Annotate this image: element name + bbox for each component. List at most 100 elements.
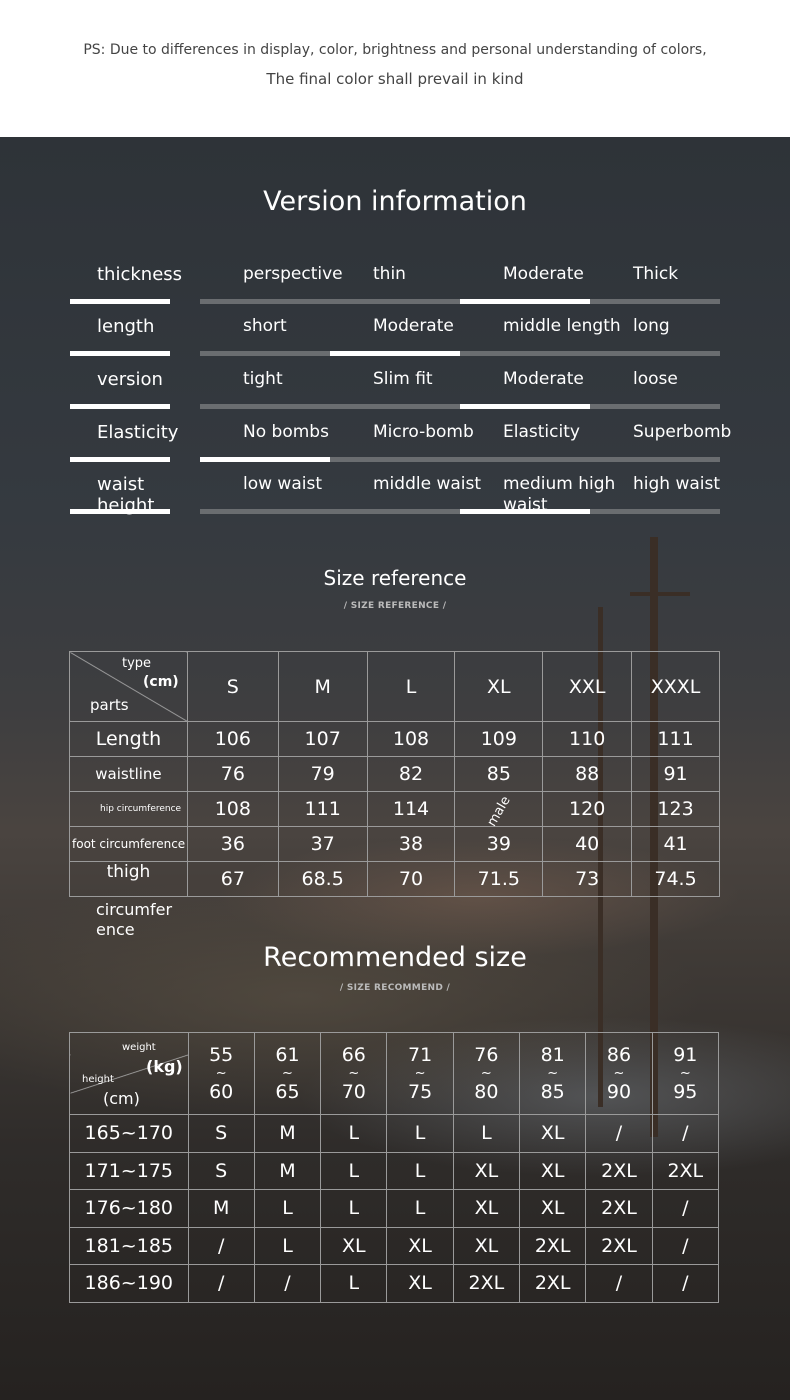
version-option: low waist — [243, 474, 322, 494]
weight-header: 55 ~60 — [187, 1032, 255, 1115]
part-label: hip circumference — [100, 804, 182, 814]
value-cell: 67 — [186, 861, 279, 897]
value-cell: 109 — [454, 721, 544, 757]
value-cell: 79 — [277, 756, 368, 792]
recommended-size-table: weight (kg) height (cm) 55 ~60 61 ~65 66 ~70 71 ~75… — [69, 1032, 720, 1303]
size-header: L — [366, 651, 456, 722]
corner-height-unit: (cm) — [103, 1089, 140, 1108]
value-cell: 76 — [186, 756, 279, 792]
size-cell: / — [187, 1264, 255, 1303]
size-cell: L — [320, 1189, 388, 1228]
tilde-separator: ~ — [215, 1065, 227, 1081]
size-cell: L — [386, 1189, 454, 1228]
version-option-bar — [590, 457, 720, 462]
value-cell: 91 — [631, 756, 720, 792]
version-label-bar — [70, 457, 170, 462]
size-cell: XL — [519, 1114, 587, 1153]
version-option: No bombs — [243, 422, 329, 442]
version-option-bar — [200, 509, 330, 514]
notice-line-1: PS: Due to differences in display, color… — [83, 42, 707, 58]
corner-type: type — [122, 656, 152, 671]
size-cell: / — [651, 1264, 720, 1303]
size-cell: 2XL — [519, 1264, 587, 1303]
part-cell: Length — [69, 721, 188, 757]
size-reference-table: type (cm) parts S M L XL XXL XXXL Length 106 107 108… — [69, 651, 720, 897]
corner-weight-unit: (kg) — [146, 1057, 183, 1076]
part-cell: foot circumference — [69, 826, 188, 862]
version-option: Moderate — [503, 264, 584, 284]
size-header: XL — [454, 651, 544, 722]
size-cell: M — [253, 1114, 322, 1153]
weight-header: 76 ~80 — [452, 1032, 521, 1115]
height-cell: 181~185 — [69, 1226, 189, 1265]
table-header-row: weight (kg) height (cm) 55 ~60 61 ~65 66 ~70 71 ~75… — [69, 1032, 720, 1115]
value-cell: 82 — [366, 756, 456, 792]
notice-line-2: The final color shall prevail in kind — [266, 70, 524, 88]
value-cell: 73 — [542, 861, 633, 897]
value-cell: 40 — [542, 826, 633, 862]
size-cell: L — [320, 1264, 388, 1303]
version-option-bar — [590, 299, 720, 304]
size-cell: 2XL — [585, 1189, 653, 1228]
size-cell: 2XL — [585, 1226, 653, 1265]
weight-header: 91 ~95 — [651, 1032, 720, 1115]
version-option: Slim fit — [373, 369, 433, 389]
version-row-label: version — [97, 369, 163, 390]
tilde-separator: ~ — [480, 1065, 492, 1081]
version-option-bar-selected — [460, 509, 590, 514]
height-cell: 176~180 — [69, 1189, 189, 1228]
value-cell: 108 — [366, 721, 456, 757]
weight-header: 66 ~70 — [320, 1032, 388, 1115]
version-option-bar — [590, 509, 720, 514]
version-option: middle length — [503, 316, 621, 336]
size-cell: L — [386, 1151, 454, 1190]
version-option-bar — [330, 457, 460, 462]
weight-min: 71 — [407, 1043, 433, 1066]
part-label: thigh — [106, 862, 151, 882]
weight-max: 85 — [540, 1080, 565, 1103]
table-header-row: type (cm) parts S M L XL XXL XXXL — [69, 651, 720, 722]
version-option: Superbomb — [633, 422, 732, 442]
tilde-separator: ~ — [547, 1065, 559, 1081]
corner-height: height — [82, 1074, 114, 1085]
version-option-bar — [460, 457, 590, 462]
size-reference-subtitle: / SIZE REFERENCE / — [343, 601, 447, 611]
version-option-bar — [330, 509, 460, 514]
size-cell: S — [187, 1114, 255, 1153]
value-cell: 114 — [366, 791, 456, 827]
weight-max: 80 — [474, 1080, 499, 1103]
tilde-separator: ~ — [414, 1065, 426, 1081]
weight-header: 81 ~85 — [519, 1032, 587, 1115]
size-cell: XL — [320, 1226, 388, 1265]
version-option-bar — [590, 404, 720, 409]
size-cell: / — [585, 1114, 653, 1153]
size-cell: S — [187, 1151, 255, 1190]
utility-pole-crossbar — [630, 592, 690, 596]
weight-min: 61 — [275, 1043, 300, 1066]
table-row: waistline 76 79 82 85 88 91 — [69, 756, 720, 792]
version-option: middle waist — [373, 474, 482, 494]
version-option-bar — [200, 404, 330, 409]
value-cell: 107 — [277, 721, 368, 757]
version-label-bar — [70, 299, 170, 304]
tilde-separator: ~ — [613, 1065, 625, 1081]
height-cell: 165~170 — [69, 1114, 189, 1153]
version-option: Elasticity — [503, 422, 580, 442]
size-cell: L — [320, 1114, 388, 1153]
version-option: Thick — [633, 264, 679, 284]
value-cell: 120 — [542, 791, 633, 827]
version-option: Micro-bomb — [373, 422, 474, 442]
size-cell: XL — [452, 1226, 521, 1265]
version-option: high waist — [633, 474, 721, 494]
size-header: S — [186, 651, 279, 722]
corner-unit: (cm) — [143, 674, 179, 690]
weight-max: 70 — [341, 1080, 366, 1103]
corner-weight: weight — [122, 1042, 156, 1053]
size-cell: / — [651, 1189, 720, 1228]
size-cell: L — [452, 1114, 521, 1153]
weight-max: 60 — [209, 1080, 234, 1103]
value-cell: 39 — [454, 826, 544, 862]
weight-min: 66 — [341, 1043, 366, 1066]
weight-max: 75 — [407, 1080, 433, 1103]
size-cell: L — [320, 1151, 388, 1190]
